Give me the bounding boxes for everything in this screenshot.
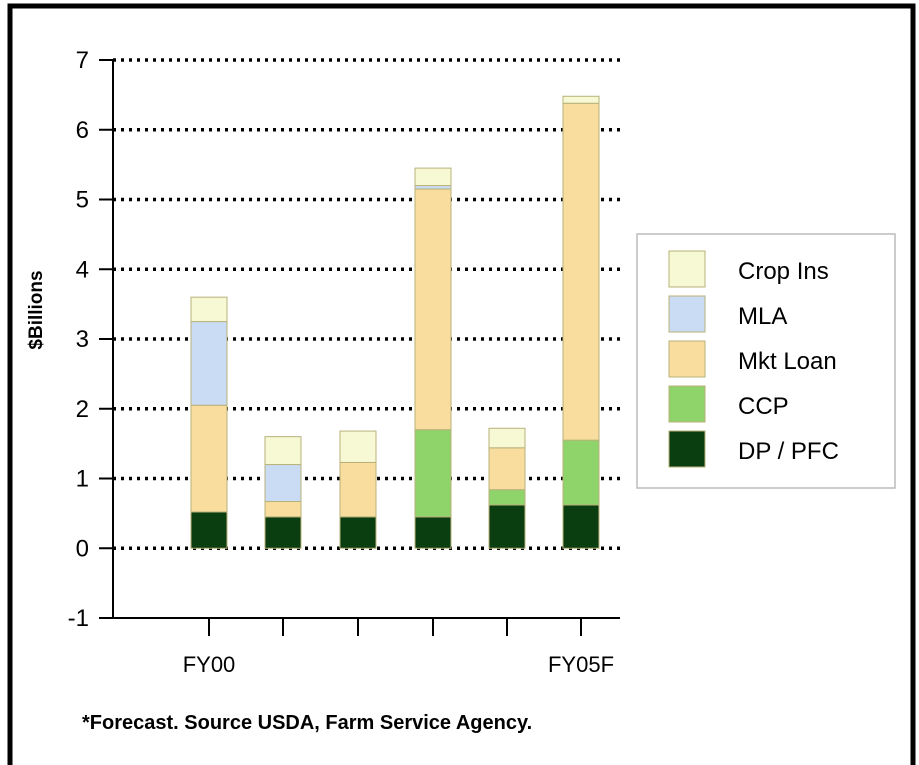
bar-segment-ccp (414, 429, 452, 518)
bar-segment-dp-pfc (190, 511, 228, 549)
x-category-label: FY05F (548, 652, 614, 677)
bar-segment-dp-pfc (488, 504, 526, 549)
axes (99, 59, 620, 636)
bar-segment-mla (190, 321, 228, 406)
legend-label: MLA (738, 303, 787, 330)
x-category-label: FY00 (183, 652, 236, 677)
bar-segment-dp-pfc (414, 516, 452, 549)
legend-swatch (668, 250, 706, 288)
legend-swatch (668, 340, 706, 378)
bar-segment-crop-ins (414, 167, 452, 187)
footnote: *Forecast. Source USDA, Farm Service Age… (82, 712, 532, 734)
y-tick-label: -1 (68, 605, 89, 632)
y-tick-labels: -1 0 1 2 3 4 5 6 7 (68, 47, 89, 632)
bar-segment-dp-pfc (264, 516, 302, 549)
bar-segment-mkt-loan (488, 447, 526, 491)
y-tick-label: 5 (76, 187, 89, 214)
bar-segment-mkt-loan (264, 501, 302, 518)
bar-segment-dp-pfc (562, 504, 600, 549)
y-tick-label: 0 (76, 535, 89, 562)
y-tick-label: 3 (76, 326, 89, 353)
bar-segment-crop-ins (264, 436, 302, 466)
bar-segment-crop-ins (562, 95, 600, 104)
legend-label: Crop Ins (738, 258, 829, 285)
bar-segment-mla (264, 464, 302, 503)
bar-segment-crop-ins (190, 296, 228, 323)
legend-swatch (668, 295, 706, 333)
bar-segment-mla (414, 185, 452, 190)
x-category-labels: FY00 FY05F (183, 652, 614, 677)
legend-label: Mkt Loan (738, 348, 837, 375)
y-tick-label: 7 (76, 47, 89, 74)
legend-swatch (668, 430, 706, 468)
bar-segment-crop-ins (488, 427, 526, 449)
bar-segment-ccp (562, 439, 600, 506)
y-tick-label: 4 (76, 256, 89, 283)
bar-segment-mkt-loan (562, 102, 600, 441)
bar-segment-crop-ins (339, 430, 377, 463)
bars (190, 95, 600, 549)
bar-segment-ccp (488, 489, 526, 506)
y-tick-label: 6 (76, 117, 89, 144)
legend-label: CCP (738, 393, 789, 420)
bar-segment-mkt-loan (339, 461, 377, 518)
bar-segment-mkt-loan (414, 188, 452, 431)
bar-segment-dp-pfc (339, 516, 377, 549)
bar-segment-mkt-loan (190, 404, 228, 513)
legend-label: DP / PFC (738, 438, 839, 465)
y-tick-label: 2 (76, 396, 89, 423)
outer-border (7, 3, 916, 765)
legend: Crop Ins MLA Mkt Loan CCP DP / PFC (636, 233, 896, 489)
y-axis-label: $Billions (26, 270, 47, 349)
y-tick-label: 1 (76, 466, 89, 493)
legend-swatch (668, 385, 706, 423)
